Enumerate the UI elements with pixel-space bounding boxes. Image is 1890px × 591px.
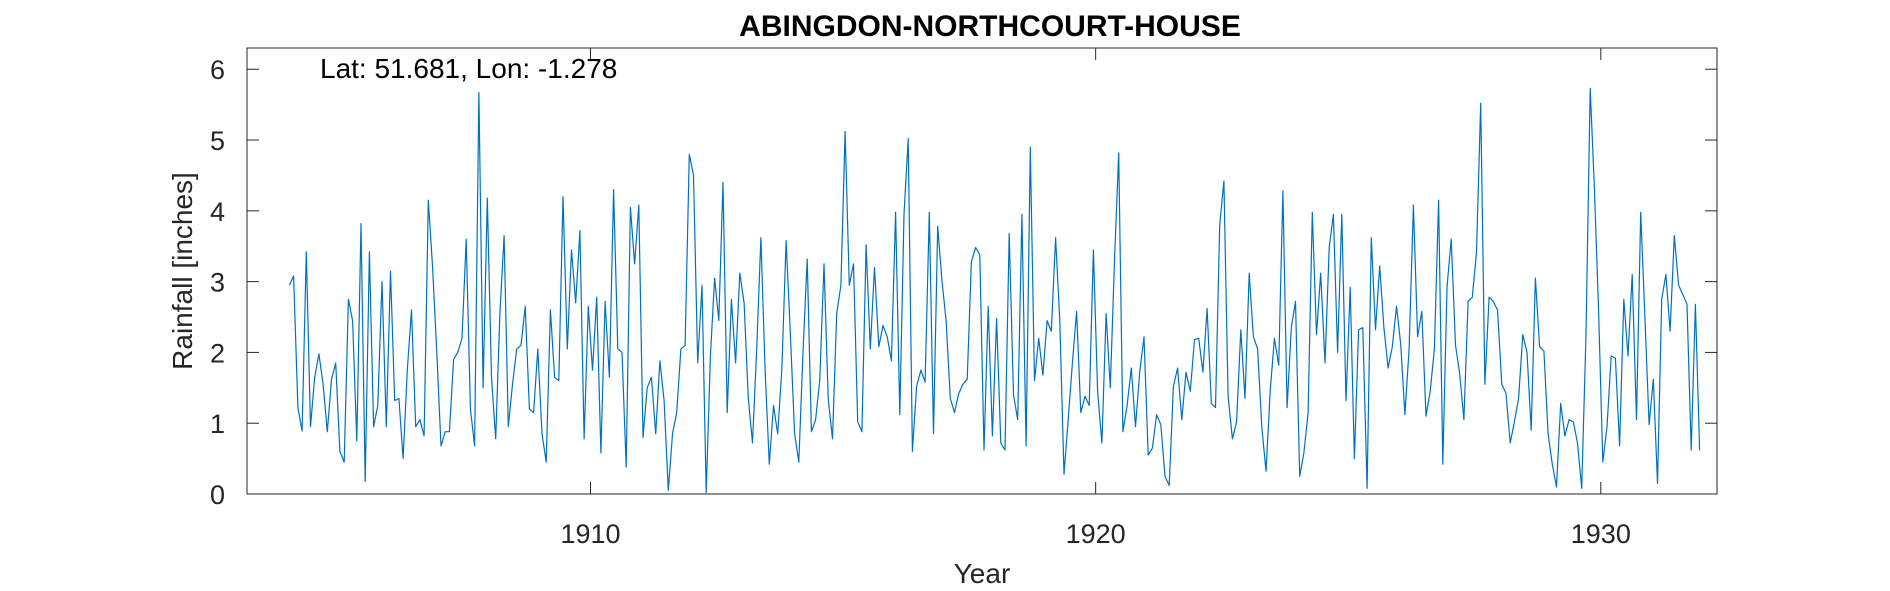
rainfall-line <box>288 87 1701 494</box>
plot-frame <box>246 47 1718 495</box>
y-tick-label: 2 <box>210 338 225 368</box>
y-tick-label: 1 <box>210 409 225 439</box>
y-tick-label: 4 <box>210 197 225 227</box>
location-annotation: Lat: 51.681, Lon: -1.278 <box>320 53 617 84</box>
y-tick-label: 3 <box>210 268 225 298</box>
x-axis-label: Year <box>954 558 1011 589</box>
y-axis-ticks: 0 1 2 3 4 5 6 <box>210 55 1717 510</box>
x-tick-label: 1930 <box>1571 519 1631 549</box>
rainfall-series <box>288 87 1701 494</box>
x-tick-label: 1920 <box>1066 519 1126 549</box>
y-tick-label: 6 <box>210 55 225 85</box>
y-axis-label: Rainfall [inches] <box>167 172 198 370</box>
y-tick-label: 5 <box>210 126 225 156</box>
x-tick-label: 1910 <box>560 519 620 549</box>
y-tick-label: 0 <box>210 480 225 510</box>
chart-title: ABINGDON-NORTHCOURT-HOUSE <box>739 10 1241 43</box>
x-axis-ticks: 1910 1920 1930 <box>560 48 1631 549</box>
